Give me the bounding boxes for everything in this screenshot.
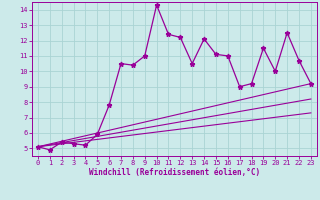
X-axis label: Windchill (Refroidissement éolien,°C): Windchill (Refroidissement éolien,°C)	[89, 168, 260, 177]
